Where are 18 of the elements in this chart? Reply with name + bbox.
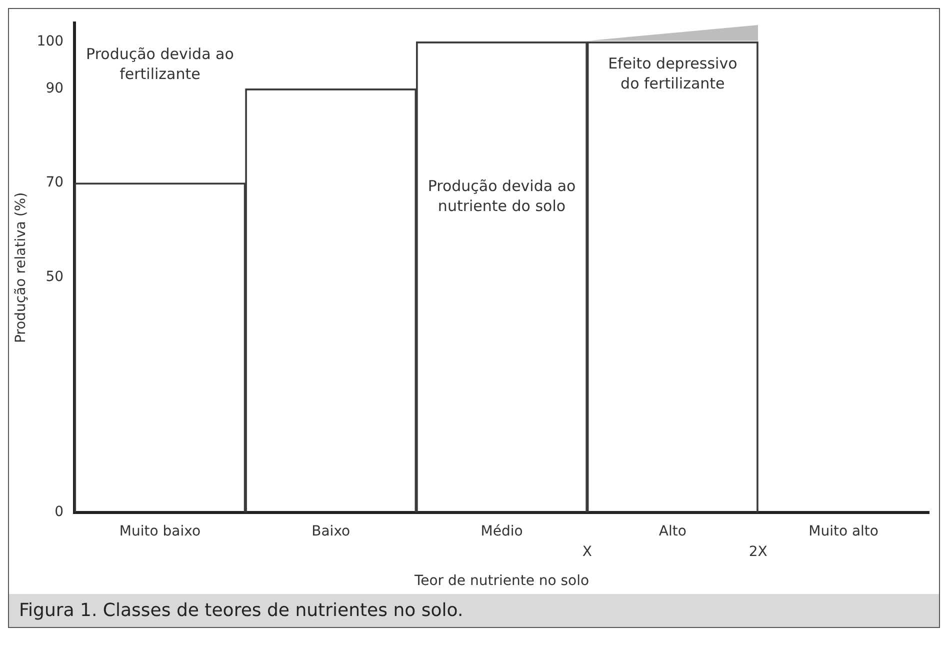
x-tick-label: Alto <box>658 523 686 540</box>
y-tick-label: 100 <box>36 33 64 50</box>
x-tick-label: Baixo <box>312 523 350 540</box>
x-axis-title: Teor de nutriente no solo <box>413 573 590 590</box>
y-axis-title: Produção relativa (%) <box>13 192 30 344</box>
y-tick-label: 90 <box>46 80 64 97</box>
annotation: Efeito depressivo do fertilizante <box>608 54 738 93</box>
text: Figura 1. Classes de teores de nutrientes no solo. <box>9 594 939 627</box>
text: 2X <box>748 544 768 560</box>
annotation: Produção devida ao nutriente do solo <box>428 177 576 216</box>
x-tick-label: Muito baixo <box>119 523 201 540</box>
x-tick-label: Muito alto <box>808 523 878 540</box>
text: X <box>582 544 592 560</box>
x-tick-label: Médio <box>480 523 523 540</box>
annotation: Produção devida ao fertilizante <box>86 45 234 84</box>
y-tick-label: 0 <box>54 504 64 520</box>
y-tick-label: 50 <box>46 268 64 285</box>
y-tick-label: 70 <box>46 174 64 191</box>
